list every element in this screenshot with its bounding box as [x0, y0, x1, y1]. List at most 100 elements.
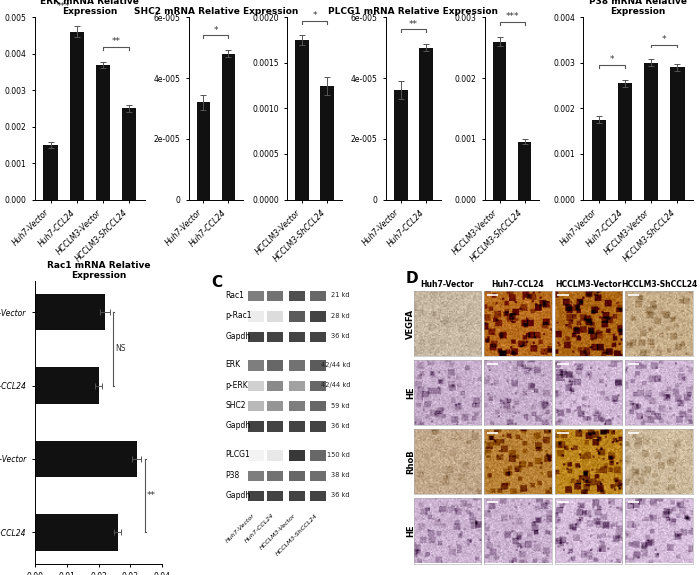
Bar: [518, 142, 531, 200]
Bar: [288, 421, 304, 432]
Text: Gapdh: Gapdh: [225, 491, 251, 500]
Bar: [670, 67, 685, 200]
Text: **: **: [111, 37, 120, 47]
Bar: [295, 40, 309, 200]
Bar: [197, 102, 210, 200]
Bar: [267, 401, 283, 412]
Text: *: *: [312, 11, 317, 20]
Bar: [222, 53, 235, 200]
Text: HCCLM3-ShCCL24: HCCLM3-ShCCL24: [274, 513, 319, 557]
Text: ***: ***: [505, 12, 519, 21]
Text: Gapdh: Gapdh: [225, 332, 251, 340]
Text: p-ERK: p-ERK: [225, 381, 248, 390]
Text: Gapdh: Gapdh: [225, 421, 251, 430]
Bar: [310, 470, 326, 481]
Bar: [310, 311, 326, 321]
Text: 28 kd: 28 kd: [331, 313, 350, 319]
Bar: [267, 421, 283, 432]
Bar: [394, 90, 407, 200]
Bar: [248, 450, 264, 461]
Text: ***: ***: [57, 2, 71, 11]
Bar: [267, 291, 283, 301]
Title: P38 mRNA Relative
Expression: P38 mRNA Relative Expression: [589, 0, 687, 17]
Bar: [96, 64, 110, 200]
Bar: [288, 470, 304, 481]
Bar: [310, 291, 326, 301]
Bar: [248, 311, 264, 321]
Bar: [419, 48, 433, 200]
Text: 42/44 kd: 42/44 kd: [321, 362, 350, 368]
Text: HCCLM3-ShCCL24: HCCLM3-ShCCL24: [621, 279, 697, 289]
Text: SHC2: SHC2: [225, 401, 246, 410]
Text: Huh7-CCL24: Huh7-CCL24: [491, 279, 545, 289]
Bar: [288, 291, 304, 301]
Bar: [310, 361, 326, 371]
Bar: [248, 401, 264, 412]
Text: Rac1: Rac1: [225, 291, 244, 300]
Text: *: *: [610, 55, 615, 64]
Bar: [267, 381, 283, 391]
Text: C: C: [211, 275, 223, 290]
Bar: [267, 470, 283, 481]
Text: 150 kd: 150 kd: [327, 452, 350, 458]
Text: P38: P38: [225, 470, 240, 480]
Bar: [35, 440, 136, 477]
Bar: [248, 332, 264, 342]
Bar: [267, 311, 283, 321]
Bar: [267, 361, 283, 371]
Bar: [43, 145, 58, 200]
Text: ERK: ERK: [225, 361, 241, 369]
Text: NS: NS: [116, 344, 126, 353]
Text: 38 kd: 38 kd: [331, 472, 350, 478]
Bar: [35, 514, 118, 551]
Text: D: D: [405, 271, 418, 286]
Bar: [288, 361, 304, 371]
Text: 42/44 kd: 42/44 kd: [321, 382, 350, 388]
Text: **: **: [409, 20, 418, 29]
Bar: [35, 294, 105, 331]
Bar: [248, 491, 264, 501]
Bar: [310, 491, 326, 501]
Bar: [35, 367, 99, 404]
Bar: [310, 401, 326, 412]
Title: ERK mRNA Relative
Expression: ERK mRNA Relative Expression: [41, 0, 139, 17]
Text: 36 kd: 36 kd: [331, 333, 350, 339]
Bar: [310, 450, 326, 461]
Text: HCCLM3-Vector: HCCLM3-Vector: [555, 279, 622, 289]
Bar: [288, 332, 304, 342]
Bar: [644, 63, 659, 200]
Bar: [288, 311, 304, 321]
Text: p-Rac1: p-Rac1: [225, 311, 252, 320]
Text: *: *: [214, 26, 218, 34]
Bar: [267, 332, 283, 342]
Bar: [310, 381, 326, 391]
Text: 36 kd: 36 kd: [331, 492, 350, 499]
Y-axis label: VEGFA: VEGFA: [406, 309, 415, 339]
Bar: [288, 450, 304, 461]
Bar: [310, 421, 326, 432]
Bar: [592, 120, 606, 200]
Bar: [310, 332, 326, 342]
Text: Huh7-Vector: Huh7-Vector: [421, 279, 475, 289]
Text: Huh7-CCL24: Huh7-CCL24: [244, 513, 275, 544]
Bar: [618, 83, 632, 200]
Y-axis label: RhoB: RhoB: [406, 449, 415, 474]
Title: SHC2 mRNA Relative Expression: SHC2 mRNA Relative Expression: [134, 7, 298, 17]
Title: Rac1 mRNA Relative
Expression: Rac1 mRNA Relative Expression: [47, 260, 150, 280]
Bar: [248, 421, 264, 432]
Bar: [122, 109, 136, 200]
Bar: [248, 361, 264, 371]
Bar: [267, 491, 283, 501]
Bar: [267, 450, 283, 461]
Text: PLCG1: PLCG1: [225, 450, 251, 459]
Bar: [248, 470, 264, 481]
Y-axis label: HE: HE: [406, 524, 415, 537]
Bar: [321, 86, 334, 200]
Text: HCCLM3-Vector: HCCLM3-Vector: [259, 513, 297, 550]
Bar: [248, 291, 264, 301]
Text: 59 kd: 59 kd: [331, 402, 350, 408]
Text: *: *: [662, 34, 666, 44]
Y-axis label: HE: HE: [406, 386, 415, 399]
Bar: [288, 401, 304, 412]
Bar: [493, 41, 506, 200]
